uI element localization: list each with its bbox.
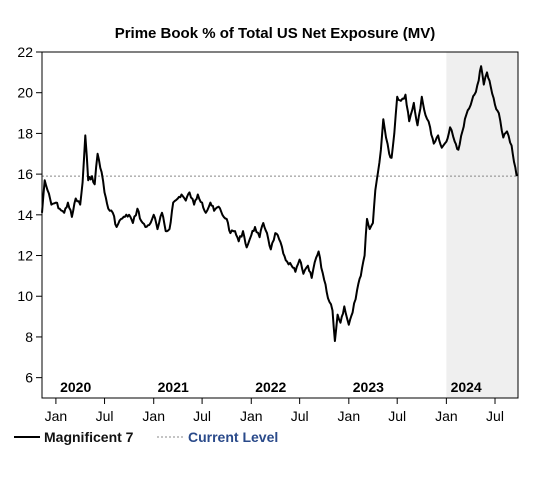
y-tick-label: 20 <box>17 85 33 101</box>
series-line-0 <box>41 65 518 342</box>
series-layer <box>41 65 518 342</box>
year-label: 2020 <box>60 379 91 395</box>
x-tick-label: Jan <box>435 408 458 424</box>
legend: Magnificent 7 Current Level <box>14 429 278 445</box>
shaded-region-2024 <box>446 52 518 398</box>
legend-label-0: Magnificent 7 <box>44 429 134 445</box>
x-tick-label: Jul <box>291 408 309 424</box>
plot-frame <box>41 51 519 399</box>
x-tick-label: Jul <box>388 408 406 424</box>
y-axis: 6 8 10 12 14 16 18 20 22 <box>17 44 42 386</box>
legend-label-1: Current Level <box>188 429 278 445</box>
y-tick-label: 6 <box>25 370 33 386</box>
y-tick-label: 12 <box>17 248 33 264</box>
x-tick-label: Jan <box>45 408 68 424</box>
y-tick-label: 10 <box>17 288 33 304</box>
x-tick-label: Jul <box>193 408 211 424</box>
y-tick-label: 18 <box>17 125 33 141</box>
year-label: 2024 <box>451 379 482 395</box>
y-tick-label: 22 <box>17 44 33 60</box>
x-tick-label: Jan <box>338 408 361 424</box>
y-tick-label: 14 <box>17 207 33 223</box>
chart-title: Prime Book % of Total US Net Exposure (M… <box>115 25 436 42</box>
x-tick-label: Jul <box>486 408 504 424</box>
year-label: 2023 <box>353 379 384 395</box>
y-tick-label: 8 <box>25 329 33 345</box>
year-label: 2021 <box>158 379 189 395</box>
x-axis: Jan Jul Jan Jul Jan Jul Jan Jul Jan Jul 2020 2021 20… <box>45 379 504 424</box>
x-tick-label: Jan <box>142 408 165 424</box>
x-tick-label: Jan <box>240 408 263 424</box>
y-tick-label: 16 <box>17 166 33 182</box>
x-tick-label: Jul <box>96 408 114 424</box>
year-label: 2022 <box>255 379 286 395</box>
